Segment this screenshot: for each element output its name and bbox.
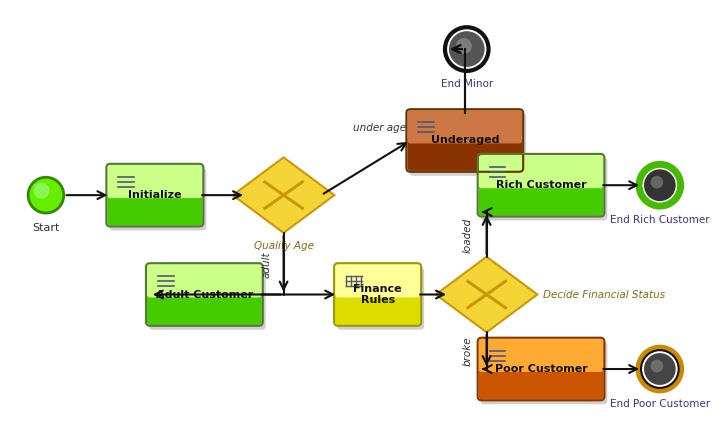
FancyBboxPatch shape (335, 292, 420, 325)
Polygon shape (436, 257, 537, 332)
Circle shape (456, 38, 472, 54)
Text: Adult Customer: Adult Customer (156, 289, 253, 299)
Text: End Minor: End Minor (441, 79, 493, 89)
Circle shape (639, 164, 681, 206)
Circle shape (28, 177, 64, 213)
FancyBboxPatch shape (147, 264, 262, 297)
Text: End Poor Customer: End Poor Customer (610, 399, 710, 409)
FancyBboxPatch shape (107, 165, 203, 198)
Text: Underaged: Underaged (431, 135, 499, 145)
Text: broke: broke (463, 336, 473, 366)
FancyBboxPatch shape (409, 113, 526, 176)
Circle shape (33, 183, 49, 199)
Circle shape (651, 176, 663, 189)
Polygon shape (233, 158, 334, 233)
FancyBboxPatch shape (481, 158, 607, 220)
Text: Finance
Rules: Finance Rules (353, 284, 402, 305)
Text: Decide Financial Status: Decide Financial Status (543, 289, 665, 299)
Text: under age: under age (353, 122, 406, 132)
FancyBboxPatch shape (149, 267, 266, 330)
Circle shape (449, 31, 484, 67)
FancyBboxPatch shape (479, 339, 603, 372)
Text: Poor Customer: Poor Customer (494, 364, 587, 374)
Text: Rich Customer: Rich Customer (496, 180, 586, 190)
FancyBboxPatch shape (479, 182, 603, 216)
Circle shape (651, 360, 663, 372)
Circle shape (639, 348, 681, 390)
FancyBboxPatch shape (479, 366, 603, 399)
Text: loaded: loaded (463, 217, 473, 253)
FancyBboxPatch shape (147, 292, 262, 325)
Text: adult: adult (262, 251, 272, 278)
FancyBboxPatch shape (481, 342, 607, 404)
FancyBboxPatch shape (408, 138, 522, 171)
FancyBboxPatch shape (479, 155, 603, 188)
Circle shape (644, 353, 675, 385)
Circle shape (641, 350, 678, 388)
FancyBboxPatch shape (337, 267, 424, 330)
Circle shape (644, 169, 675, 201)
FancyBboxPatch shape (408, 110, 522, 144)
FancyBboxPatch shape (335, 264, 420, 297)
FancyBboxPatch shape (107, 192, 203, 225)
FancyBboxPatch shape (109, 168, 206, 230)
Text: Start: Start (33, 223, 59, 233)
Circle shape (445, 27, 489, 71)
Text: End Rich Customer: End Rich Customer (610, 215, 710, 225)
Text: Initialize: Initialize (128, 190, 182, 200)
Text: Qualify Age: Qualify Age (253, 241, 313, 251)
